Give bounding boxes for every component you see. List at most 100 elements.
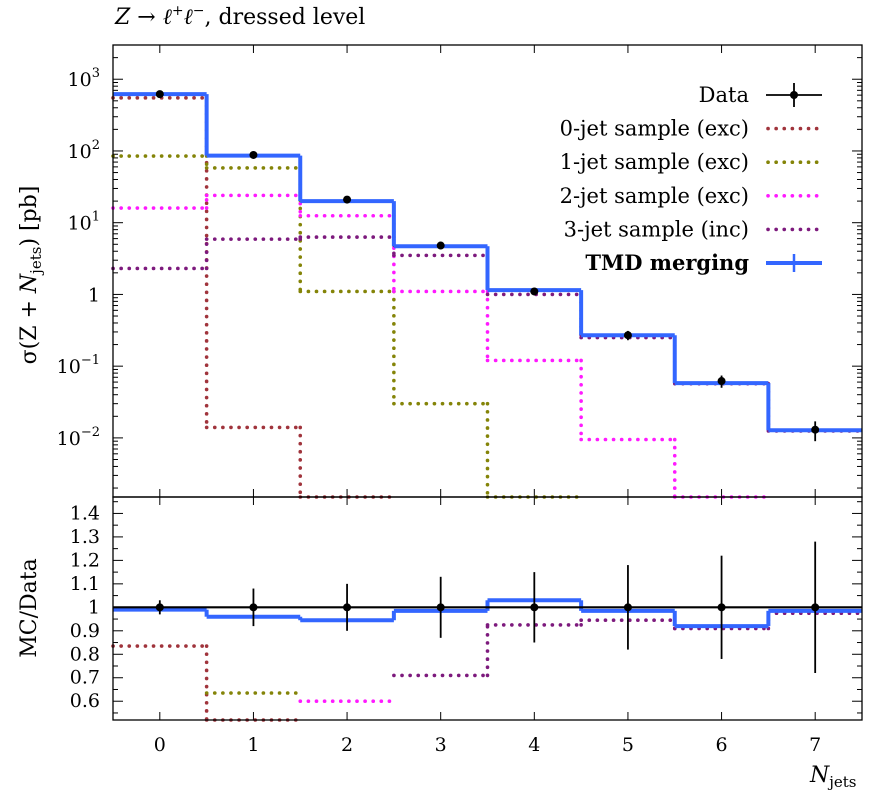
ratio-data-marker [717, 603, 726, 612]
legend-label: Data [699, 83, 749, 107]
main-data-marker [530, 287, 539, 296]
main-ytick-base: 10 [68, 141, 92, 163]
legend-entry-jet2: 2-jet sample (exc) [560, 184, 824, 208]
ratio-ytick-labels: 0.60.70.80.911.11.21.31.4 [70, 502, 100, 712]
legend-label: 2-jet sample (exc) [560, 184, 749, 208]
main-series-jet1 [111, 154, 583, 499]
x-tick-labels: 0 1 2 3 4 5 6 7 [154, 734, 821, 756]
main-ytick-exp: 2 [92, 138, 100, 153]
legend-label: TMD merging [585, 250, 749, 275]
legend-entry-jet3: 3-jet sample (inc) [564, 217, 824, 241]
main-ylabel-lead: σ(Z + [17, 293, 42, 364]
ratio-ytick-label: 1 [88, 596, 100, 618]
main-ylabel-tail: ) [pb] [17, 186, 42, 247]
legend: Data 0-jet sample (exc) 1-jet sample (exc)… [560, 83, 824, 275]
main-ytick-label: 101 [68, 210, 100, 235]
x-tick-label: 4 [528, 734, 540, 756]
main-series-tmd [113, 92, 862, 433]
ratio-ytick-label: 0.9 [70, 620, 100, 642]
ratio-data-marker [530, 603, 539, 612]
main-data-point-3 [436, 241, 445, 250]
chart-title-mid: ℓ [184, 5, 194, 30]
x-tick-label: 3 [435, 734, 447, 756]
ratio-data-point-1 [249, 588, 258, 627]
main-ylabel-sub: jets [27, 247, 45, 276]
x-tick-label: 7 [809, 734, 821, 756]
chart-title-tail: , dressed level [205, 5, 366, 30]
main-ytick-exp: 3 [92, 66, 100, 81]
main-data-marker [343, 195, 352, 204]
x-tick-label: 5 [622, 734, 634, 756]
ratio-data-point-3 [436, 576, 445, 638]
ratio-data-point-0 [155, 600, 164, 615]
main-data-marker [249, 150, 258, 159]
main-ytick-exp: 1 [92, 210, 100, 225]
chart-title-sup2: − [193, 3, 205, 19]
ratio-data-point-4 [530, 572, 539, 643]
main-ytick-base: 10 [68, 69, 92, 91]
ratio-data-marker [249, 603, 258, 612]
main-ytick-label: 1 [88, 284, 100, 306]
main-data-marker [155, 90, 164, 99]
ratio-data-point-7 [811, 541, 820, 674]
ratio-series-jet0 [111, 644, 303, 722]
ratio-ytick-label: 1.1 [70, 573, 100, 595]
main-data-point-0 [155, 90, 164, 99]
main-ytick-exp: −2 [81, 425, 100, 440]
legend-entry-jet1: 1-jet sample (exc) [560, 150, 824, 174]
legend-entry-tmd: TMD merging [585, 250, 822, 275]
ratio-data-marker [155, 603, 164, 612]
ratio-ytick-label: 1.3 [70, 526, 100, 548]
legend-label: 1-jet sample (exc) [560, 150, 749, 174]
ratio-ytick-label: 0.8 [70, 643, 100, 665]
main-ytick-base: 10 [57, 356, 81, 378]
main-data-point-1 [249, 150, 258, 159]
main-ytick-exp: −1 [81, 353, 100, 368]
ratio-data-point-5 [623, 565, 632, 650]
main-data-point-7 [811, 421, 820, 442]
main-ytick-label: 10−2 [57, 425, 100, 450]
legend-entry-jet0: 0-jet sample (exc) [560, 117, 824, 141]
main-tick-marks [113, 44, 862, 497]
x-tick-label: 1 [247, 734, 259, 756]
x-tick-label: 2 [341, 734, 353, 756]
ratio-ytick-label: 1.4 [70, 502, 100, 524]
main-ytick-base: 10 [68, 213, 92, 235]
main-ytick-label: 102 [68, 138, 100, 163]
chart-title: Z → ℓ+ℓ−, dressed level [114, 3, 365, 30]
chart-title-lead: Z → ℓ [114, 5, 173, 30]
ratio-series-tmd [113, 598, 862, 629]
ratio-data-point-6 [717, 555, 726, 659]
legend-label: 0-jet sample (exc) [560, 117, 749, 141]
legend-label: 3-jet sample (inc) [564, 217, 749, 241]
main-ylabel-n: N [17, 273, 42, 294]
main-data-point-2 [343, 195, 352, 204]
x-axis-title-sub: jets [827, 773, 856, 791]
ratio-data-marker [623, 603, 632, 612]
chart-title-sup1: + [172, 3, 184, 19]
main-series-layer [111, 92, 864, 499]
main-data-point-4 [530, 287, 539, 296]
ratio-ytick-label: 0.7 [70, 667, 100, 689]
main-data-marker [436, 241, 445, 250]
main-data-point-6 [717, 375, 726, 388]
ratio-series-layer [111, 598, 864, 722]
ratio-ytick-label: 1.2 [70, 549, 100, 571]
main-data-point-5 [623, 330, 632, 341]
x-tick-label: 0 [154, 734, 166, 756]
main-ytick-base: 10 [57, 428, 81, 450]
main-ytick-label: 103 [68, 66, 100, 91]
main-ylabel: σ(Z + Njets) [pb] [17, 186, 45, 365]
main-data-marker [623, 331, 632, 340]
ratio-data-point-2 [343, 583, 352, 631]
main-data-marker [717, 377, 726, 386]
ratio-data-points [113, 541, 862, 674]
ratio-plot-frame [112, 496, 863, 721]
ratio-ylabel: MC/Data [17, 558, 42, 657]
x-tick-label: 6 [716, 734, 728, 756]
ratio-data-marker [436, 603, 445, 612]
x-axis-title-n: N [809, 763, 830, 788]
ratio-ytick-label: 0.6 [70, 690, 100, 712]
main-ytick-label: 10−1 [57, 353, 100, 378]
